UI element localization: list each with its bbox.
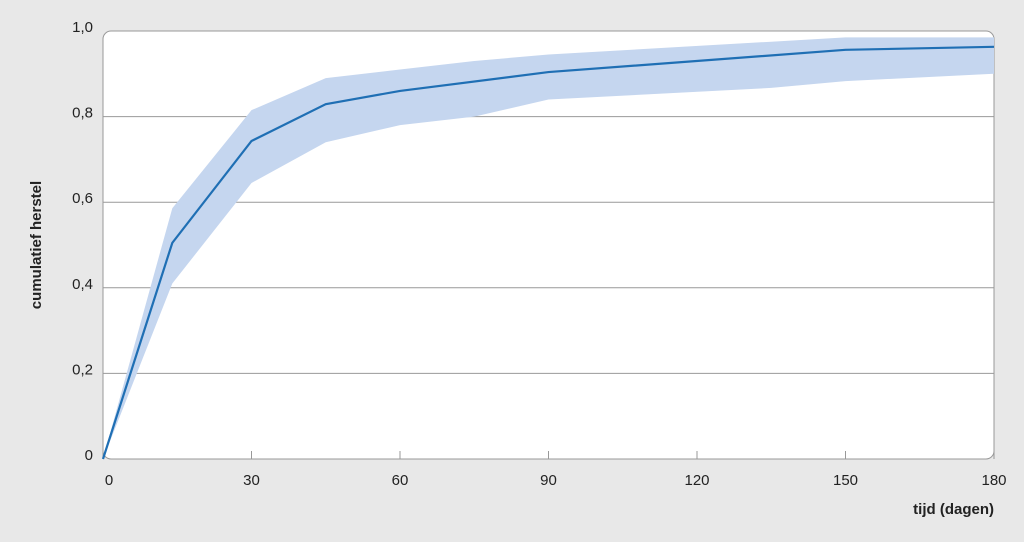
line: [101, 45, 995, 460]
x-tick-label: 60: [392, 472, 409, 489]
y-tick-label: 1,0: [72, 19, 93, 36]
y-tick-label: 0,4: [72, 276, 93, 293]
x-tick-label: 90: [540, 472, 557, 489]
x-tick-label: 30: [243, 472, 260, 489]
x-tick-label: 150: [833, 472, 858, 489]
x-tick-label: 120: [684, 472, 709, 489]
x-tick-label: 180: [981, 472, 1006, 489]
y-tick-label: 0,2: [72, 361, 93, 378]
x-axis-label: tijd (dagen): [913, 501, 994, 518]
y-tick-label: 0: [85, 447, 93, 464]
x-tick-label: 0: [105, 472, 113, 489]
y-axis-label: cumulatief herstel: [28, 181, 45, 309]
y-tick-label: 0,6: [72, 190, 93, 207]
y-tick-label: 0,8: [72, 105, 93, 122]
